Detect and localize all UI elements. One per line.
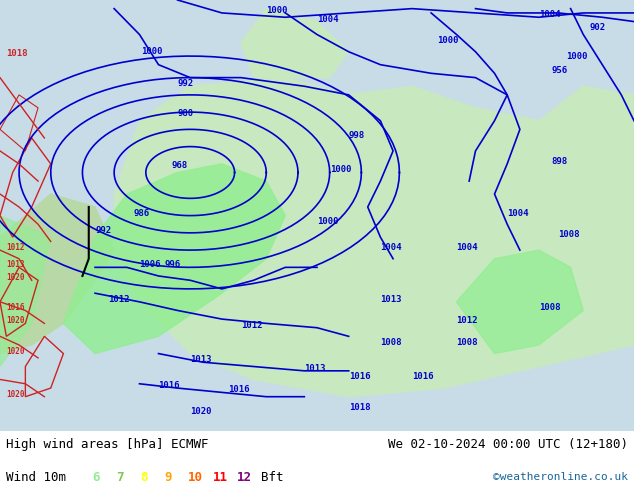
Text: 1004: 1004 bbox=[539, 10, 560, 19]
Text: 1016: 1016 bbox=[6, 303, 25, 313]
Text: 1004: 1004 bbox=[507, 209, 529, 218]
Text: 1000: 1000 bbox=[317, 217, 339, 226]
Text: 1008: 1008 bbox=[539, 303, 560, 313]
Text: 1020: 1020 bbox=[6, 346, 25, 356]
Text: 7: 7 bbox=[116, 470, 124, 484]
Text: 902: 902 bbox=[590, 23, 605, 32]
Text: 1016: 1016 bbox=[412, 372, 434, 381]
Polygon shape bbox=[456, 250, 583, 354]
Text: 968: 968 bbox=[171, 161, 187, 170]
Text: ©weatheronline.co.uk: ©weatheronline.co.uk bbox=[493, 472, 628, 482]
Text: 1000: 1000 bbox=[330, 166, 351, 174]
Polygon shape bbox=[114, 77, 634, 397]
Polygon shape bbox=[63, 164, 285, 354]
Text: We 02-10-2024 00:00 UTC (12+180): We 02-10-2024 00:00 UTC (12+180) bbox=[387, 438, 628, 451]
Text: 996: 996 bbox=[165, 260, 181, 270]
Text: 8: 8 bbox=[140, 470, 148, 484]
Text: 986: 986 bbox=[133, 209, 149, 218]
Text: 1000: 1000 bbox=[566, 51, 588, 61]
Text: 1008: 1008 bbox=[456, 338, 478, 347]
Text: 1008: 1008 bbox=[380, 338, 402, 347]
Text: 1020: 1020 bbox=[6, 273, 25, 282]
Text: 1000: 1000 bbox=[266, 6, 288, 15]
Text: 1012: 1012 bbox=[456, 317, 478, 325]
Polygon shape bbox=[241, 9, 349, 77]
Text: 998: 998 bbox=[349, 131, 365, 140]
Text: 1016: 1016 bbox=[349, 372, 370, 381]
Text: 1013: 1013 bbox=[380, 295, 402, 304]
Text: 1008: 1008 bbox=[558, 230, 579, 239]
Text: 9: 9 bbox=[164, 470, 172, 484]
Text: 1018: 1018 bbox=[349, 403, 370, 412]
Text: High wind areas [hPa] ECMWF: High wind areas [hPa] ECMWF bbox=[6, 438, 209, 451]
Text: 12: 12 bbox=[236, 470, 252, 484]
Text: 1020: 1020 bbox=[6, 390, 25, 399]
Text: 1016: 1016 bbox=[228, 386, 250, 394]
Text: 992: 992 bbox=[95, 226, 111, 235]
Text: 10: 10 bbox=[188, 470, 204, 484]
Text: 1013: 1013 bbox=[190, 355, 212, 364]
Polygon shape bbox=[0, 194, 114, 354]
Text: 6: 6 bbox=[92, 470, 100, 484]
Text: 1020: 1020 bbox=[6, 317, 25, 325]
Text: 1013: 1013 bbox=[6, 260, 25, 270]
Polygon shape bbox=[520, 86, 634, 280]
Text: 1004: 1004 bbox=[456, 243, 478, 252]
Text: 1006: 1006 bbox=[139, 260, 161, 270]
Text: 1012: 1012 bbox=[241, 321, 262, 330]
Text: 980: 980 bbox=[178, 109, 193, 119]
Text: 1018: 1018 bbox=[6, 49, 28, 58]
Text: 1020: 1020 bbox=[190, 407, 212, 416]
Text: 1012: 1012 bbox=[6, 243, 25, 252]
Text: Wind 10m: Wind 10m bbox=[6, 470, 67, 484]
Text: 956: 956 bbox=[552, 66, 567, 75]
Text: Bft: Bft bbox=[261, 470, 283, 484]
Text: 1004: 1004 bbox=[317, 15, 339, 24]
Text: 1013: 1013 bbox=[304, 364, 326, 373]
Text: 1000: 1000 bbox=[141, 47, 163, 56]
Text: 1000: 1000 bbox=[437, 36, 459, 45]
Polygon shape bbox=[0, 216, 51, 367]
Text: 992: 992 bbox=[178, 79, 193, 88]
Text: 1012: 1012 bbox=[108, 295, 129, 304]
Text: 1004: 1004 bbox=[380, 243, 402, 252]
Text: 898: 898 bbox=[552, 157, 567, 166]
Text: 1016: 1016 bbox=[158, 381, 180, 390]
Text: 11: 11 bbox=[212, 470, 228, 484]
